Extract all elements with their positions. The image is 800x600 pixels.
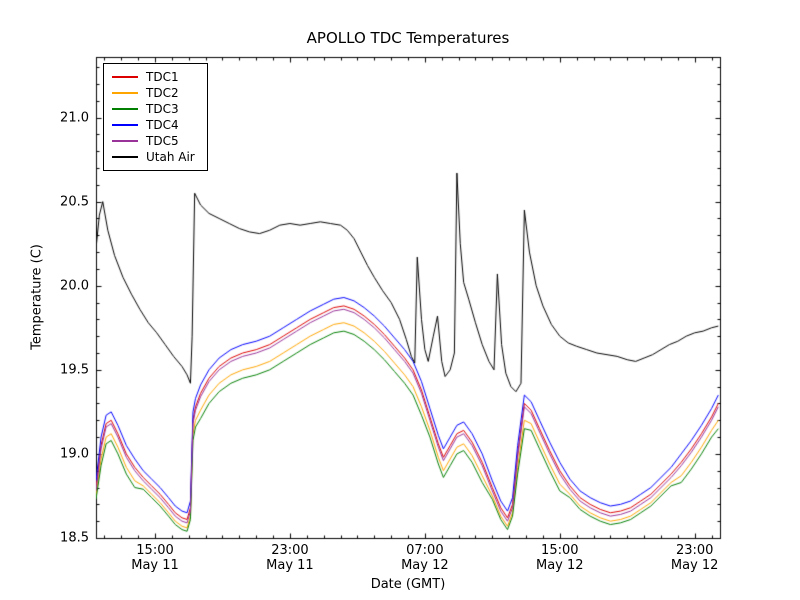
- y-tick-label: 21.0: [60, 110, 89, 126]
- chart-title: APOLLO TDC Temperatures: [306, 29, 510, 47]
- legend-label: TDC2: [146, 86, 179, 100]
- x-axis-label: Date (GMT): [370, 577, 446, 592]
- legend-line-swatch: [112, 92, 138, 94]
- legend-label: TDC4: [146, 118, 179, 132]
- x-tick-label: 23:00 May 11: [266, 543, 314, 573]
- y-tick-label: 19.5: [60, 362, 89, 378]
- legend-item: TDC5: [112, 133, 195, 149]
- y-axis-label: Temperature (C): [29, 244, 45, 350]
- legend-line-swatch: [112, 76, 138, 78]
- legend-item: TDC4: [112, 117, 195, 133]
- legend-label: TDC1: [146, 70, 179, 84]
- y-tick-label: 19.0: [60, 446, 89, 462]
- x-tick-label: 15:00 May 11: [131, 543, 179, 573]
- legend-line-swatch: [112, 124, 138, 126]
- x-tick-label: 07:00 May 12: [401, 543, 449, 573]
- legend-item: TDC1: [112, 69, 195, 85]
- legend-label: TDC3: [146, 102, 179, 116]
- legend-label: TDC5: [146, 134, 179, 148]
- y-tick-label: 20.5: [60, 194, 89, 210]
- legend-line-swatch: [112, 108, 138, 110]
- legend-item: TDC2: [112, 85, 195, 101]
- x-tick-label: 23:00 May 12: [670, 543, 719, 573]
- legend-item: TDC3: [112, 101, 195, 117]
- x-tick-label: 15:00 May 12: [536, 543, 584, 573]
- legend: TDC1 TDC2 TDC3 TDC4 TDC5 Utah Air: [103, 63, 208, 171]
- legend-item: Utah Air: [112, 149, 195, 165]
- y-tick-label: 18.5: [60, 530, 89, 546]
- legend-label: Utah Air: [146, 150, 195, 164]
- legend-line-swatch: [112, 156, 138, 158]
- legend-line-swatch: [112, 140, 138, 142]
- y-tick-label: 20.0: [60, 278, 89, 294]
